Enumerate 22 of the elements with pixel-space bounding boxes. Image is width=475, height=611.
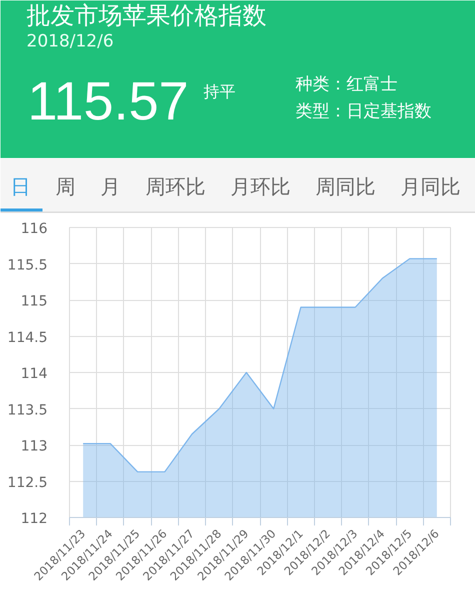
- text: 115.57: [28, 72, 189, 132]
- y-tick-label: 114.5: [7, 330, 48, 346]
- y-tick-label: 113.5: [7, 402, 48, 418]
- y-tick-label: 115: [20, 294, 48, 310]
- chart-title: 批发市场苹果价格指数: [26, 2, 266, 30]
- text: 周: [56, 174, 76, 198]
- y-tick-label: 112: [20, 511, 48, 527]
- text: 月同比: [400, 174, 460, 198]
- text: 日: [10, 174, 30, 198]
- text: 持平: [204, 82, 236, 101]
- y-tick-label: 113: [20, 438, 48, 454]
- y-tick-label: 115.5: [7, 257, 48, 274]
- y-tick-label: 112.5: [7, 474, 48, 491]
- text: 月: [100, 174, 120, 198]
- text: 类型：日定基指数: [296, 102, 432, 122]
- text: 月环比: [230, 174, 290, 198]
- chart-subtitle: 2018/12/6: [26, 32, 114, 52]
- y-tick-label: 114: [20, 366, 48, 382]
- text: 周同比: [316, 174, 376, 198]
- y-tick-label: 116: [20, 221, 48, 237]
- text: 周环比: [146, 174, 206, 198]
- text: 种类：红富士: [296, 74, 398, 94]
